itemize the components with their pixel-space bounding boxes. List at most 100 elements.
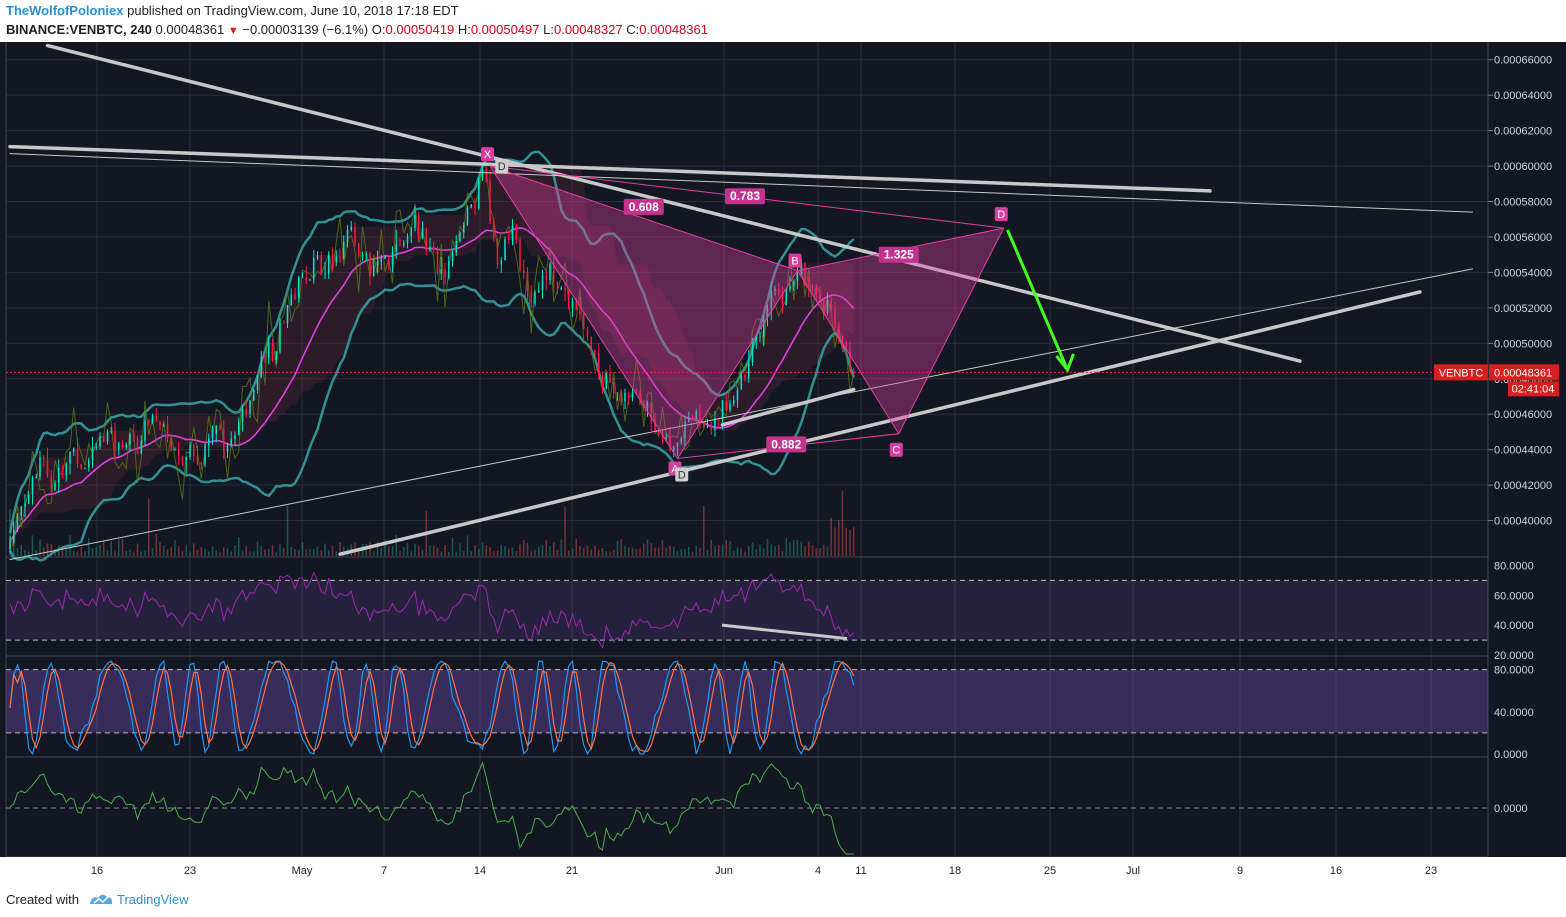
volume-bar (507, 548, 510, 556)
harmonic-point-marker (994, 207, 1008, 222)
volume-bar (151, 547, 154, 556)
trendline-4 (9, 268, 1473, 561)
volume-bar (166, 549, 169, 556)
candle-body (230, 439, 233, 446)
candle-body (740, 374, 743, 390)
candle-body (687, 418, 690, 422)
candle-body (354, 226, 356, 244)
candle-body (249, 400, 251, 414)
price-tick-label: 0.00052000 (1494, 303, 1552, 315)
volume-bar (725, 539, 728, 556)
price-tick-label: 0.00042000 (1494, 480, 1552, 492)
volume-bar (39, 539, 41, 556)
candle-body (69, 451, 71, 464)
candle-body (245, 409, 248, 414)
author-link[interactable]: TheWolfofPoloniex (6, 3, 124, 18)
volume-bar (444, 545, 446, 556)
ratio-label: 0.783 (730, 189, 760, 203)
candle-body (624, 392, 626, 402)
volume-bar (185, 544, 188, 556)
time-tick-label: 7 (381, 865, 387, 877)
volume-bar (845, 527, 848, 556)
candle-body (50, 475, 53, 491)
time-tick-label: 16 (91, 865, 103, 877)
volume-bar (275, 551, 278, 556)
volume-bar (327, 550, 330, 556)
volume-bar (729, 541, 731, 556)
volume-bar (147, 498, 150, 556)
volume-bar (762, 548, 765, 556)
candle-body (447, 261, 450, 278)
volume-bar (586, 545, 589, 556)
volume-bar (102, 541, 105, 556)
candle-body (759, 336, 761, 338)
price-badge-label: 0.00048361 (1494, 367, 1552, 379)
volume-bar (9, 509, 11, 556)
candle-body (144, 420, 146, 441)
time-tick-label: 21 (566, 865, 578, 877)
trendline-5 (720, 387, 856, 427)
volume-bar (215, 550, 218, 556)
candle-body (545, 275, 548, 281)
time-tick-label: May (292, 865, 313, 877)
candle-body (20, 506, 23, 517)
volume-bar (736, 547, 739, 556)
high-label: H: (457, 22, 471, 37)
volume-bar (204, 548, 206, 556)
chart-canvas[interactable]: 0.00066000 0.00064000 0.00062000 0.00060000… (0, 42, 1566, 884)
volume-bar (654, 547, 656, 556)
volume-bar (534, 549, 536, 556)
volume-bar (129, 549, 131, 556)
candle-body (309, 279, 311, 281)
volume-bar (189, 551, 191, 556)
volume-bar (755, 549, 758, 556)
candle-body (12, 529, 15, 543)
candle-body (620, 392, 623, 402)
candle-body (627, 392, 630, 398)
volume-bar (796, 539, 799, 556)
volume-bar (440, 551, 443, 556)
volume-bar (717, 544, 720, 556)
volume-bar (830, 517, 833, 556)
volume-bar (181, 551, 184, 556)
candle-body (751, 340, 754, 363)
candle-body (219, 425, 221, 429)
candle-body (387, 256, 390, 265)
candle-body (264, 356, 266, 358)
tradingview-link[interactable]: TradingView (117, 892, 189, 907)
volume-bar (811, 545, 814, 556)
candle-body (571, 301, 574, 308)
candle-body (312, 258, 315, 280)
candle-body (346, 229, 349, 243)
volume-bar (665, 547, 668, 556)
candle-body (159, 421, 161, 425)
candle-body (665, 437, 668, 440)
candle-body (54, 482, 56, 491)
candle-body (114, 430, 116, 450)
volume-bar (99, 544, 101, 556)
volume-bar (815, 548, 818, 556)
volume-bar (672, 546, 675, 556)
volume-bar (459, 543, 461, 556)
candle-body (177, 449, 180, 456)
candle-body (594, 349, 596, 354)
candle-body (819, 294, 821, 300)
open-label: O: (371, 22, 386, 37)
trendline-1 (8, 144, 1212, 193)
candle-body (320, 254, 323, 275)
volume-bar (601, 548, 604, 556)
harmonic-point-label-C: C (892, 445, 900, 457)
candle-body (815, 288, 818, 295)
candle-body (125, 444, 128, 448)
volume-bar (305, 549, 308, 556)
volume-bar (466, 535, 469, 556)
volume-bar (575, 538, 578, 556)
volume-bar (114, 551, 116, 556)
lagging-span (9, 166, 855, 548)
candle-body (350, 226, 353, 230)
candle-body (65, 463, 68, 476)
candle-body (61, 467, 64, 476)
candle-body (822, 299, 825, 313)
rsi-band (6, 580, 1488, 641)
volume-bar (852, 527, 855, 556)
